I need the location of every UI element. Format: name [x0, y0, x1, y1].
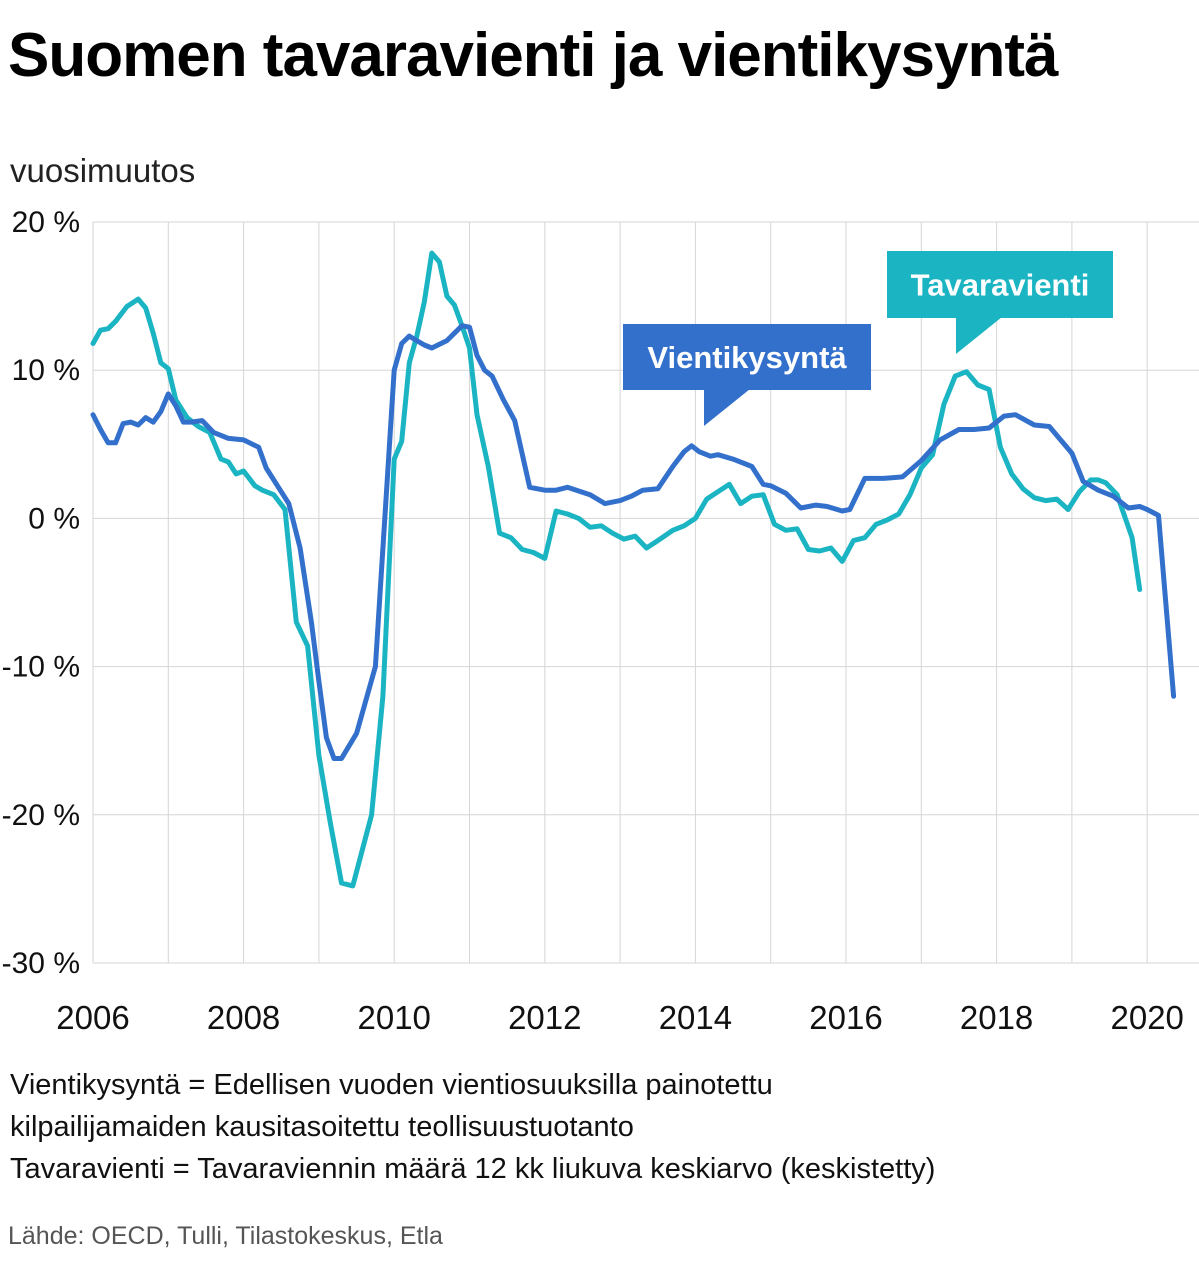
series-lines — [90, 250, 1177, 889]
x-tick-label: 2020 — [1110, 999, 1183, 1036]
x-tick-label: 2008 — [207, 999, 280, 1036]
series-label: Tavaravienti — [911, 268, 1090, 303]
chart-title: Suomen tavaravienti ja vientikysyntä — [8, 21, 1058, 90]
source-note: Lähde: OECD, Tulli, Tilastokeskus, Etla — [8, 1222, 443, 1250]
grid — [92, 221, 1199, 964]
x-tick-label: 2018 — [960, 999, 1033, 1036]
callout-pointer — [704, 389, 750, 426]
x-tick-label: 2016 — [809, 999, 882, 1036]
y-tick-label: 20 % — [12, 206, 80, 239]
y-tick-label: -30 % — [2, 947, 80, 980]
y-tick-label: 0 % — [28, 502, 80, 535]
x-tick-label: 2006 — [56, 999, 129, 1036]
note-line-2: kilpailijamaiden kausitasoitettu teollis… — [10, 1111, 634, 1143]
callout-0: Vientikysyntä — [623, 324, 871, 426]
line-chart: 20 %10 %0 %-10 %-20 %-30 % 2006 2008 2010 2… — [2, 206, 1199, 1036]
y-tick-label: -10 % — [2, 651, 80, 684]
y-axis-label: vuosimuutos — [10, 152, 196, 189]
callout-box — [623, 324, 871, 390]
series-callouts: Vientikysyntä Tavaravienti — [623, 251, 1113, 426]
callout-box — [887, 251, 1113, 318]
x-tick-label: 2012 — [508, 999, 581, 1036]
series-label: Vientikysyntä — [647, 340, 847, 375]
callout-1: Tavaravienti — [887, 251, 1113, 354]
series-line-1 — [90, 250, 1143, 889]
chart-notes: Vientikysyntä = Edellisen vuoden vientio… — [10, 1064, 935, 1190]
x-tick-label: 2014 — [659, 999, 732, 1036]
note-line-1: Vientikysyntä = Edellisen vuoden vientio… — [10, 1069, 773, 1101]
note-line-3: Tavaravienti = Tavaraviennin määrä 12 kk… — [10, 1153, 936, 1185]
y-tick-labels: 20 % 10 % 0 % -10 % -20 % -30 % — [2, 206, 80, 980]
y-tick-label: 10 % — [12, 354, 80, 387]
callout-pointer — [956, 317, 1002, 354]
x-tick-labels: 2006 2008 2010 2012 2014 2016 2018 2020 — [56, 999, 1184, 1036]
x-tick-label: 2010 — [357, 999, 430, 1036]
y-tick-label: -20 % — [2, 799, 80, 832]
series-line-0 — [90, 323, 1177, 761]
